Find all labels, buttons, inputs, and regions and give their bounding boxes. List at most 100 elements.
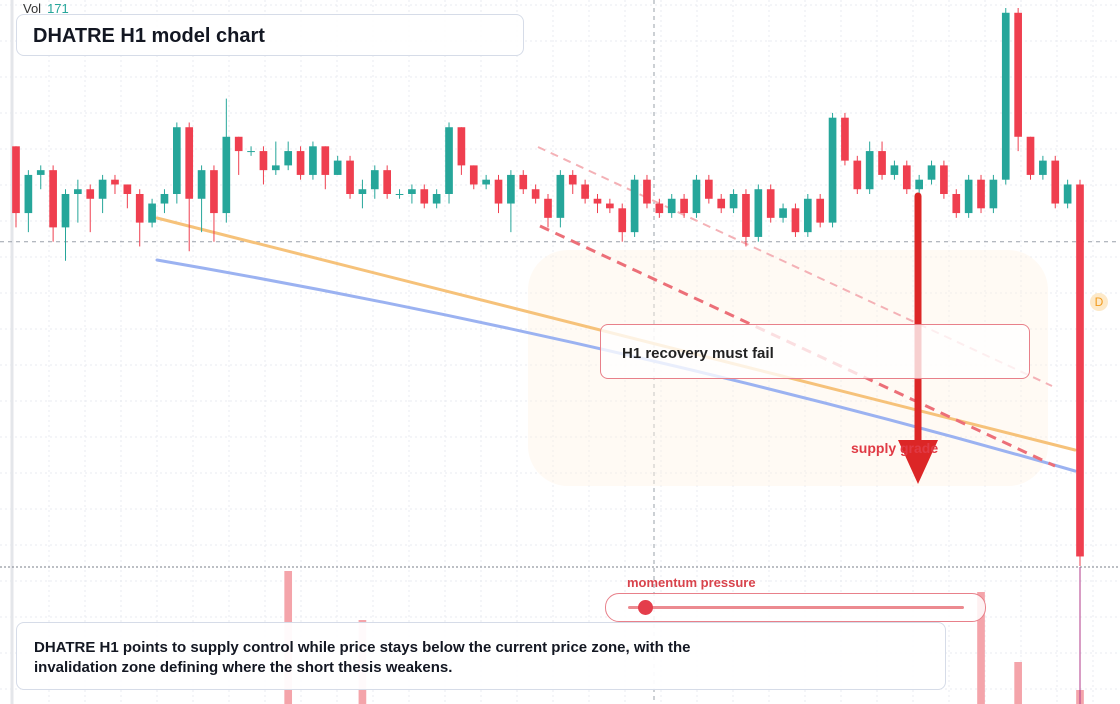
candle[interactable]: [519, 170, 528, 194]
candle[interactable]: [630, 174, 639, 237]
candle[interactable]: [36, 165, 45, 190]
candle[interactable]: [915, 174, 923, 194]
candle[interactable]: [841, 112, 849, 166]
candle[interactable]: [284, 141, 293, 171]
candle[interactable]: [803, 194, 812, 237]
candle[interactable]: [902, 160, 911, 194]
candle-body: [222, 136, 231, 214]
candle[interactable]: [680, 194, 688, 218]
candle-body: [296, 151, 305, 175]
volume-bar: [1014, 662, 1022, 704]
candle[interactable]: [766, 184, 775, 223]
candle[interactable]: [358, 179, 367, 209]
candle[interactable]: [148, 198, 156, 228]
candle[interactable]: [432, 189, 441, 209]
candle[interactable]: [581, 179, 589, 204]
candle[interactable]: [135, 189, 144, 247]
candle[interactable]: [890, 160, 899, 180]
candle[interactable]: [779, 203, 787, 223]
candle[interactable]: [111, 174, 119, 194]
candle[interactable]: [234, 136, 243, 175]
candle[interactable]: [606, 198, 614, 214]
candle[interactable]: [370, 165, 379, 199]
candle[interactable]: [507, 170, 515, 233]
candle[interactable]: [643, 174, 651, 209]
candle[interactable]: [853, 155, 862, 194]
candle[interactable]: [86, 184, 95, 233]
candle[interactable]: [383, 165, 391, 199]
candle[interactable]: [593, 194, 602, 214]
candle[interactable]: [705, 174, 713, 204]
candle[interactable]: [247, 146, 255, 156]
candle[interactable]: [222, 98, 231, 223]
candle[interactable]: [940, 160, 948, 199]
candle[interactable]: [568, 170, 577, 194]
candle[interactable]: [878, 141, 886, 180]
summary-text: DHATRE H1 points to supply control while…: [34, 639, 691, 676]
candle[interactable]: [333, 155, 342, 175]
candle-body: [321, 146, 330, 175]
candle[interactable]: [655, 198, 664, 218]
candle[interactable]: [271, 141, 280, 175]
candle[interactable]: [618, 203, 627, 242]
dividend-badge[interactable]: D: [1090, 293, 1108, 311]
candle[interactable]: [816, 194, 825, 228]
candle[interactable]: [1076, 179, 1084, 566]
candle[interactable]: [754, 184, 763, 242]
candle[interactable]: [1001, 8, 1010, 185]
candle[interactable]: [61, 189, 70, 261]
candle-body: [123, 184, 132, 194]
candle[interactable]: [927, 160, 936, 185]
candle[interactable]: [717, 194, 726, 214]
candle[interactable]: [667, 194, 676, 218]
candle[interactable]: [729, 189, 738, 214]
candle[interactable]: [1014, 8, 1022, 152]
candle[interactable]: [185, 122, 194, 252]
candle[interactable]: [1039, 155, 1047, 180]
candle[interactable]: [24, 170, 33, 233]
candle[interactable]: [12, 146, 20, 228]
candle[interactable]: [791, 203, 800, 237]
candle[interactable]: [828, 112, 837, 228]
candle-body: [717, 198, 726, 209]
candle[interactable]: [160, 189, 169, 214]
candle[interactable]: [964, 174, 973, 218]
candle[interactable]: [210, 165, 218, 242]
candle[interactable]: [296, 146, 305, 180]
candle-body: [544, 198, 552, 218]
candle[interactable]: [395, 189, 404, 199]
candle[interactable]: [977, 174, 985, 214]
candle[interactable]: [98, 174, 107, 214]
candles[interactable]: [12, 8, 1084, 566]
candle[interactable]: [531, 184, 540, 204]
candle[interactable]: [74, 179, 82, 223]
candle[interactable]: [408, 184, 416, 204]
candle[interactable]: [259, 146, 268, 185]
candle[interactable]: [49, 165, 57, 242]
candle[interactable]: [173, 122, 181, 204]
candle[interactable]: [865, 141, 874, 194]
candle[interactable]: [989, 174, 998, 214]
candle[interactable]: [309, 141, 317, 180]
candle[interactable]: [445, 122, 453, 204]
candle[interactable]: [197, 165, 206, 233]
candle[interactable]: [420, 184, 429, 209]
candle[interactable]: [556, 170, 565, 228]
candle[interactable]: [1063, 179, 1072, 209]
candle[interactable]: [321, 146, 330, 190]
candle[interactable]: [469, 165, 478, 190]
candle[interactable]: [494, 174, 503, 214]
candle[interactable]: [1051, 155, 1060, 209]
candle[interactable]: [346, 155, 354, 199]
candle[interactable]: [742, 189, 750, 247]
candle[interactable]: [482, 174, 490, 190]
candle[interactable]: [457, 127, 466, 175]
candle-body: [865, 151, 874, 190]
candle[interactable]: [692, 174, 701, 218]
candle[interactable]: [952, 189, 961, 218]
candle[interactable]: [123, 184, 132, 209]
candle[interactable]: [544, 194, 552, 228]
candle[interactable]: [1026, 136, 1035, 180]
candle-body: [445, 127, 453, 194]
